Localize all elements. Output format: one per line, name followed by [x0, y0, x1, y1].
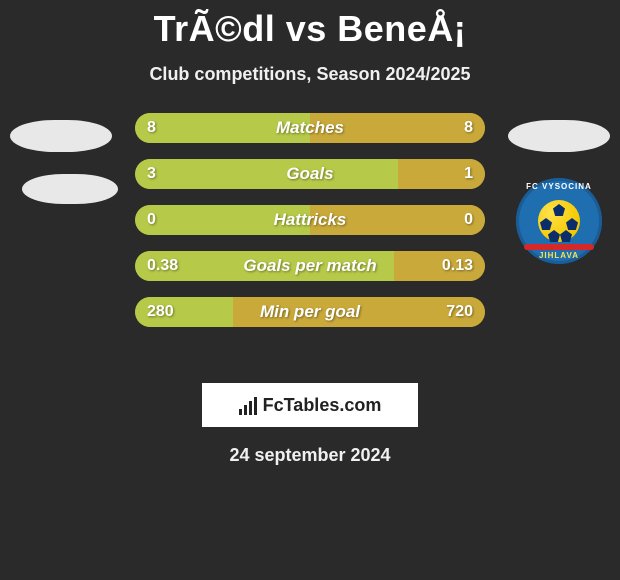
- title-player-left: TrÃ©dl: [154, 8, 276, 49]
- stat-value-right: 0.13: [442, 257, 473, 275]
- title-player-right: BeneÅ¡: [337, 8, 466, 49]
- stat-label: Goals: [135, 164, 485, 184]
- stat-row: 0Hattricks0: [135, 205, 485, 235]
- stat-label: Hattricks: [135, 210, 485, 230]
- stat-label: Goals per match: [135, 256, 485, 276]
- stat-label: Matches: [135, 118, 485, 138]
- stat-row: 3Goals1: [135, 159, 485, 189]
- subtitle: Club competitions, Season 2024/2025: [0, 64, 620, 85]
- title-vs-text: vs: [286, 8, 327, 49]
- stat-label: Min per goal: [135, 302, 485, 322]
- stat-value-right: 1: [464, 165, 473, 183]
- comparison-widget: TrÃ©dl vs BeneÅ¡ Club competitions, Seas…: [0, 0, 620, 580]
- bar-chart-icon: [239, 395, 257, 415]
- stat-row: 280Min per goal720: [135, 297, 485, 327]
- snapshot-date: 24 september 2024: [0, 445, 620, 466]
- fctables-brand-link[interactable]: FcTables.com: [202, 383, 418, 427]
- page-title: TrÃ©dl vs BeneÅ¡: [0, 0, 620, 50]
- stat-value-right: 720: [446, 303, 473, 321]
- stats-area: 8Matches8 3Goals1 0Hattricks0 0.38Goals per…: [0, 113, 620, 373]
- brand-text: FcTables.com: [263, 395, 382, 416]
- stat-row: 0.38Goals per match0.13: [135, 251, 485, 281]
- stat-row: 8Matches8: [135, 113, 485, 143]
- stat-value-right: 8: [464, 119, 473, 137]
- stat-value-right: 0: [464, 211, 473, 229]
